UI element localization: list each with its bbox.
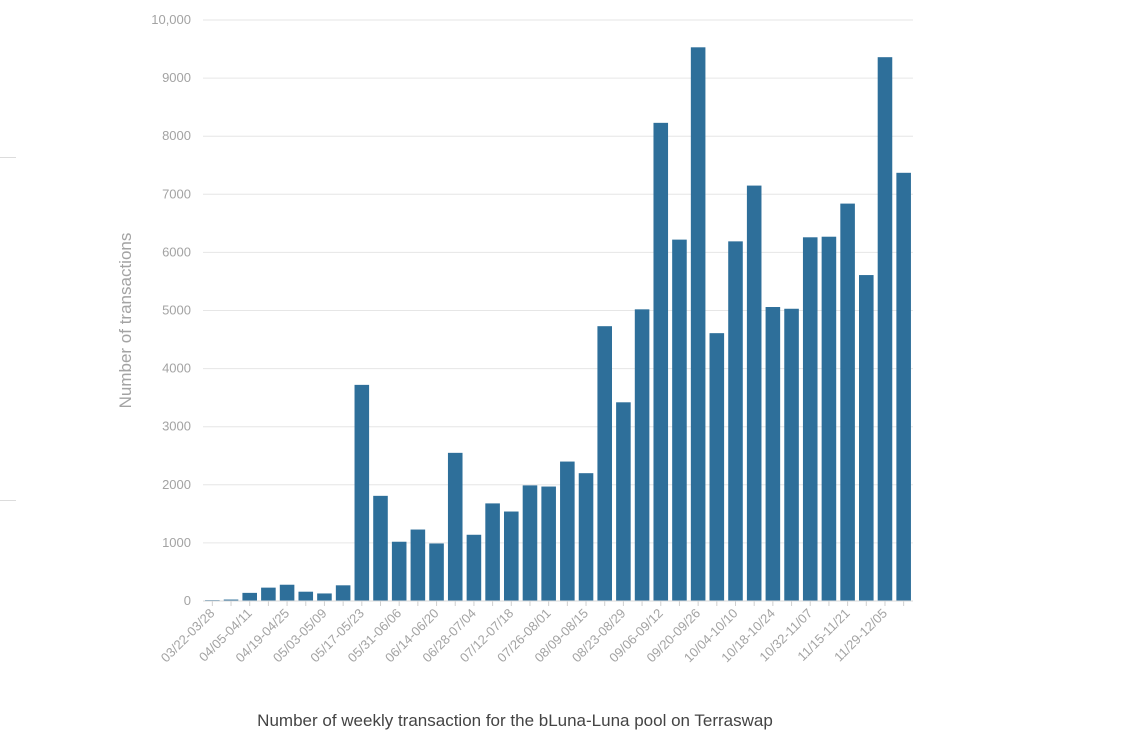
bar: [279, 584, 295, 601]
bar: [672, 239, 687, 602]
y-tick-label: 9000: [162, 70, 191, 85]
bar: [690, 47, 706, 601]
y-tick-label: 3000: [162, 419, 191, 434]
bar: [223, 599, 239, 601]
bar: [746, 185, 762, 601]
bar: [859, 275, 874, 601]
y-tick-label: 2000: [162, 477, 191, 492]
bar: [709, 333, 725, 601]
bar: [504, 511, 519, 601]
y-tick-label: 5000: [162, 303, 191, 318]
bar: [634, 309, 650, 601]
y-tick-label: 8000: [162, 128, 191, 143]
bar: [784, 308, 799, 601]
bar: [597, 326, 612, 601]
side-divider-bottom: [0, 500, 16, 501]
bars: [205, 47, 911, 602]
bar: [840, 203, 855, 601]
bar: [802, 237, 818, 601]
y-tick-label: 6000: [162, 244, 191, 259]
y-tick-label: 10,000: [151, 12, 191, 27]
bar: [466, 534, 482, 601]
y-axis-label: Number of transactions: [116, 233, 135, 409]
bar: [877, 57, 893, 601]
bar: [821, 236, 837, 601]
bar: [447, 452, 463, 601]
bar: [298, 591, 314, 601]
bar: [391, 541, 407, 601]
bar: [541, 486, 556, 601]
y-tick-label: 4000: [162, 361, 191, 376]
chart-caption: Number of weekly transaction for the bLu…: [257, 711, 773, 730]
bar: [354, 384, 370, 601]
bar: [261, 587, 276, 601]
bar: [522, 485, 538, 601]
bar: [429, 543, 444, 601]
bar: [410, 529, 426, 601]
bar: [896, 172, 911, 602]
bar: [317, 593, 332, 601]
x-axis-ticks: 03/22-03/2804/05-04/1104/19-04/2505/03-0…: [158, 601, 905, 665]
bar: [728, 241, 743, 601]
y-tick-label: 7000: [162, 186, 191, 201]
bar: [765, 307, 781, 601]
bar: [335, 585, 351, 601]
bar: [560, 461, 575, 601]
bar: [242, 592, 257, 601]
y-axis-ticks: 0 1000 2000 3000 4000 5000 6000 7000 8000 9000 10,…: [151, 12, 191, 608]
bar: [373, 495, 388, 601]
bar-chart: 0 1000 2000 3000 4000 5000 6000 7000 8000 9000 10,…: [116, 12, 913, 665]
bar: [578, 473, 594, 601]
bar: [616, 402, 631, 601]
y-tick-label: 1000: [162, 535, 191, 550]
bar: [653, 122, 669, 601]
bar: [485, 503, 500, 601]
y-tick-label: 0: [184, 593, 191, 608]
side-divider-top: [0, 157, 16, 158]
